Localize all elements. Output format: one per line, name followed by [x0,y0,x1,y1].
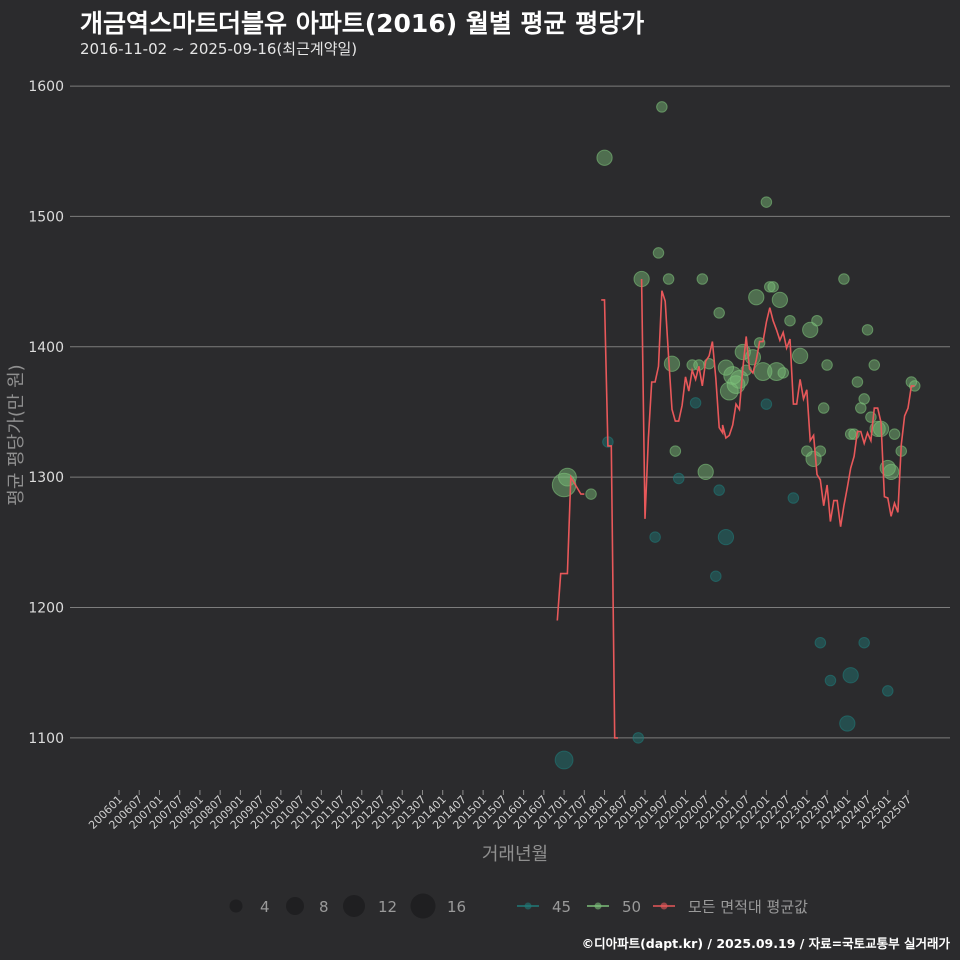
x-axis-label: 거래년월 [482,844,548,865]
point-50 [656,101,668,113]
point-50 [662,273,675,285]
y-tick-label: 1600 [28,79,64,95]
point-50 [811,314,823,327]
point-50 [883,463,900,481]
size-legend-key [229,899,243,913]
color-legend-dot [660,902,668,910]
y-tick-label: 1100 [28,731,64,747]
legend: 4 8 12 16 45 50 모든 면적대 평균값 [229,893,808,919]
point-50 [748,289,765,306]
point-50 [865,411,877,423]
point-50 [814,445,827,457]
chart-subtitle: 2016-11-02 ~ 2025-09-16(최근계약일) [80,40,358,58]
chart-title: 개금역스마트더블유 아파트(2016) 월별 평균 평당가 [80,9,645,38]
point-50 [838,273,850,285]
y-tick-label: 1500 [28,209,64,225]
point-50 [663,355,681,372]
color-legend-dot [524,902,532,910]
point-50 [791,347,809,365]
point-50 [851,376,864,388]
color-legend-label: 모든 면적대 평균값 [688,898,808,916]
color-legend-label: 45 [552,898,571,916]
point-50 [888,428,901,440]
point-45 [689,397,702,409]
gridlines [70,85,950,739]
point-45 [710,570,722,582]
color-legend-label: 50 [622,898,641,916]
size-legend-label: 4 [260,898,270,916]
point-45 [554,750,574,770]
point-45 [814,636,827,649]
size-legend-label: 8 [319,898,329,916]
point-50 [784,314,796,327]
point-50 [697,463,714,481]
size-legend-key [410,893,436,919]
point-50 [696,273,709,285]
point-50 [585,488,597,500]
point-50 [596,149,613,166]
point-50 [669,445,682,457]
y-tick-label: 1400 [28,340,64,356]
point-50 [868,359,881,371]
source-caption: ©디아파트(dapt.kr) / 2025.09.19 / 자료=국토교통부 실… [581,936,950,951]
point-50 [717,359,735,376]
point-45 [787,492,800,504]
point-45 [760,398,773,410]
point-50 [777,367,789,379]
point-50 [767,362,786,381]
point-50 [861,324,874,336]
color-legend-dot [594,902,602,910]
y-tick-labels: 1100 1200 1300 1400 1500 1600 [28,79,64,747]
point-50 [753,362,773,381]
point-45 [824,674,837,687]
mean-price-line [556,278,915,739]
point-50 [817,402,830,414]
size-legend-label: 12 [378,898,397,916]
size-legend-key [343,895,365,917]
y-tick-label: 1200 [28,601,64,617]
point-45 [882,685,894,697]
point-50 [760,196,773,208]
point-50 [908,380,921,392]
point-45 [839,715,856,732]
point-50 [764,281,776,293]
point-50 [858,393,870,405]
size-legend-key [286,897,304,915]
point-50 [652,247,665,259]
point-45 [858,636,870,649]
point-50 [713,307,725,319]
point-50 [802,321,819,338]
size-legend-label: 16 [447,898,466,916]
point-45 [713,484,725,496]
point-45 [649,531,661,543]
x-tick-labels: 2006012006072007012007072008012008072009… [86,790,914,832]
point-50 [844,428,857,440]
point-45 [842,667,859,684]
point-50 [821,359,833,371]
y-tick-label: 1300 [28,470,64,486]
point-50 [558,467,577,487]
point-45 [632,732,645,744]
y-axis-label: 평균 평당가(만 원) [6,364,27,505]
point-45 [717,528,735,546]
point-50 [771,291,789,308]
point-50 [767,281,779,293]
point-45 [672,472,685,485]
